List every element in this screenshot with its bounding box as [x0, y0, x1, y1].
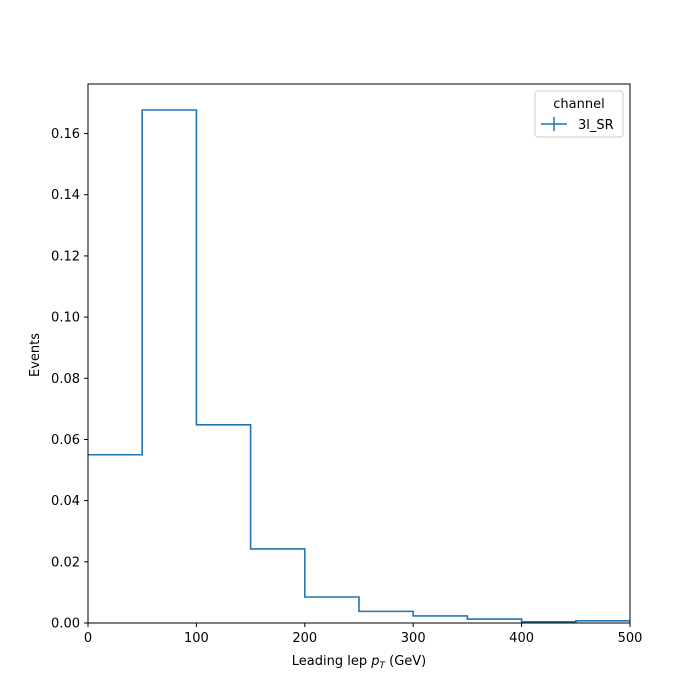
legend-title: channel: [553, 97, 604, 112]
y-tick-label: 0.10: [51, 311, 80, 326]
y-tick-label: 0.04: [51, 494, 80, 509]
y-tick-label: 0.00: [51, 617, 80, 632]
legend: channel 3l_SR: [534, 90, 624, 138]
x-tick-label: 0: [84, 631, 92, 646]
x-tick-label: 200: [292, 631, 317, 646]
y-tick-label: 0.14: [51, 188, 80, 203]
y-tick-label: 0.08: [51, 372, 80, 387]
y-tick-label: 0.06: [51, 433, 80, 448]
x-tick-label: 400: [509, 631, 534, 646]
x-tick-label: 300: [401, 631, 426, 646]
plot-frame: [87, 83, 631, 624]
legend-entry-label: 3l_SR: [578, 118, 614, 133]
x-tick-label: 100: [184, 631, 209, 646]
legend-box: [534, 90, 624, 138]
y-axis-label: Events: [28, 333, 43, 377]
x-axis-label: Leading lep pT (GeV): [292, 654, 426, 671]
y-axis-ticks: 0.00 0.02 0.04 0.06 0.08 0.10 0.12 0.14 0.16: [51, 127, 88, 632]
x-axis-ticks: 0 100 200 300 400 500: [84, 623, 643, 646]
y-tick-label: 0.12: [51, 249, 80, 264]
y-tick-label: 0.02: [51, 555, 80, 570]
x-tick-label: 500: [618, 631, 643, 646]
series-layer: [88, 109, 630, 623]
y-tick-label: 0.16: [51, 127, 80, 142]
series-step-line: [88, 109, 630, 623]
plot-area: [88, 84, 630, 623]
